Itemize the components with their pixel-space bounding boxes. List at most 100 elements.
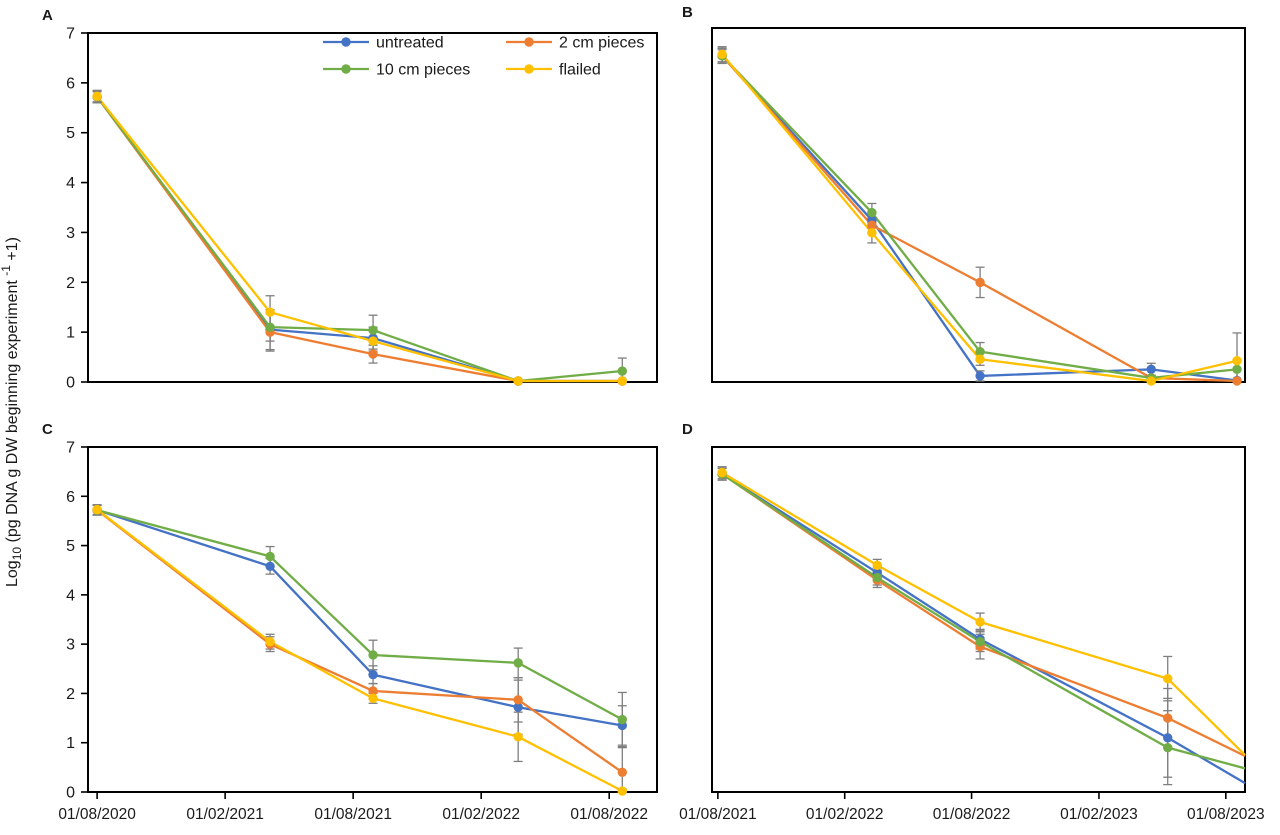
data-point-green (975, 636, 985, 647)
panel-letter: A (42, 7, 53, 24)
x-tick-label: 01/08/2023 (1187, 806, 1265, 823)
series-line-yellow (721, 53, 1238, 383)
plot-box (711, 27, 1246, 383)
panel-D: 01/08/2021 01/02/2022 01/08/2022 01/02/2023… (679, 421, 1265, 823)
y-tick-label: 5 (66, 538, 75, 555)
data-point-green (617, 366, 627, 376)
data-point-orange (1163, 713, 1173, 723)
y-tick-label: 3 (66, 637, 75, 654)
series-line-blue (96, 508, 623, 727)
panel-B: B (682, 4, 1246, 386)
data-point-yellow (513, 732, 523, 742)
data-point-yellow (265, 636, 275, 647)
y-tick-label: 0 (66, 375, 75, 392)
series-line-green (96, 508, 623, 721)
data-point-green (872, 572, 882, 583)
data-point-orange (513, 695, 523, 705)
data-point-yellow (368, 336, 378, 346)
legend-marker-green (341, 64, 351, 74)
data-point-yellow (1163, 673, 1173, 684)
y-tick-label: 4 (66, 587, 75, 604)
y-tick-label: 5 (66, 125, 75, 142)
x-tick-label: 01/02/2022 (442, 806, 520, 823)
series-line-yellow (96, 508, 623, 793)
legend-label: 10 cm pieces (376, 62, 470, 79)
data-point-orange (368, 349, 378, 359)
x-tick-label: 01/08/2021 (679, 806, 757, 823)
data-point-blue (1146, 364, 1156, 375)
data-point-green (265, 551, 275, 562)
legend-marker-yellow (524, 64, 534, 74)
data-point-yellow (513, 376, 523, 386)
data-point-orange (867, 220, 877, 230)
data-point-yellow (717, 467, 727, 478)
data-point-yellow (617, 786, 627, 796)
legend-marker-blue (341, 37, 351, 47)
x-tick-label: 01/02/2023 (1060, 806, 1138, 823)
series-line-blue (721, 55, 1238, 382)
y-tick-label: 7 (66, 440, 75, 457)
legend-label: 2 cm pieces (559, 35, 644, 52)
plot-box (711, 446, 1246, 793)
data-point-yellow (872, 560, 882, 570)
x-tick-label: 01/02/2022 (806, 806, 884, 823)
data-point-green (368, 650, 378, 660)
series-line-yellow (96, 95, 623, 383)
series-line-green (721, 55, 1238, 380)
legend-label: flailed (559, 62, 601, 79)
data-point-yellow (368, 693, 378, 704)
panel-letter: B (682, 4, 693, 21)
data-point-yellow (717, 49, 727, 59)
data-point-green (975, 346, 985, 357)
data-point-green (1232, 364, 1242, 375)
plot-box (87, 32, 658, 383)
data-point-yellow (867, 228, 877, 238)
series-line-yellow (721, 471, 1246, 756)
data-point-green (513, 658, 523, 668)
y-tick-label: 6 (66, 75, 75, 92)
y-tick-label: 0 (66, 785, 75, 802)
y-tick-label: 2 (66, 686, 75, 703)
legend: untreated 2 cm pieces 10 cm pieces flailed (323, 35, 644, 79)
data-point-green (368, 325, 378, 335)
panel-letter: C (42, 421, 53, 438)
data-point-yellow (975, 354, 985, 364)
y-axis-label: Log10 (pg DNA g DW beginning experiment … (0, 237, 24, 587)
data-point-green (265, 322, 275, 332)
data-point-blue (368, 670, 378, 680)
y-tick-label: 4 (66, 175, 75, 192)
data-point-yellow (265, 307, 275, 317)
data-point-orange (368, 686, 378, 696)
data-point-orange (1232, 376, 1242, 386)
series-line-orange (721, 55, 1238, 383)
x-tick-label: 01/02/2021 (186, 806, 264, 823)
data-point-yellow (1146, 376, 1156, 386)
y-tick-label: 1 (66, 325, 75, 342)
panel-C: 0 1 2 3 4 5 6 7 01/08/2020 01/02/2021 01/08/2021 01… (42, 421, 658, 823)
x-tick-label: 01/08/2021 (314, 806, 392, 823)
x-tick-label: 01/08/2020 (58, 806, 136, 823)
data-point-blue (975, 371, 985, 381)
panel-letter: D (682, 421, 693, 438)
data-point-yellow (1232, 356, 1242, 366)
data-point-blue (265, 561, 275, 571)
data-point-orange (617, 767, 627, 777)
plot-box (87, 446, 658, 793)
data-point-green (617, 714, 627, 725)
data-point-green (1163, 742, 1173, 753)
y-tick-label: 7 (66, 26, 75, 43)
y-tick-label: 1 (66, 735, 75, 752)
data-point-yellow (92, 504, 102, 515)
data-point-yellow (617, 376, 627, 386)
y-tick-label: 3 (66, 225, 75, 242)
x-tick-label: 01/08/2022 (933, 806, 1011, 823)
legend-label: untreated (376, 35, 444, 52)
data-point-blue (513, 702, 523, 712)
x-tick-label: 01/08/2022 (570, 806, 648, 823)
data-point-blue (1163, 733, 1173, 743)
data-point-orange (975, 277, 985, 288)
y-tick-label: 6 (66, 489, 75, 506)
